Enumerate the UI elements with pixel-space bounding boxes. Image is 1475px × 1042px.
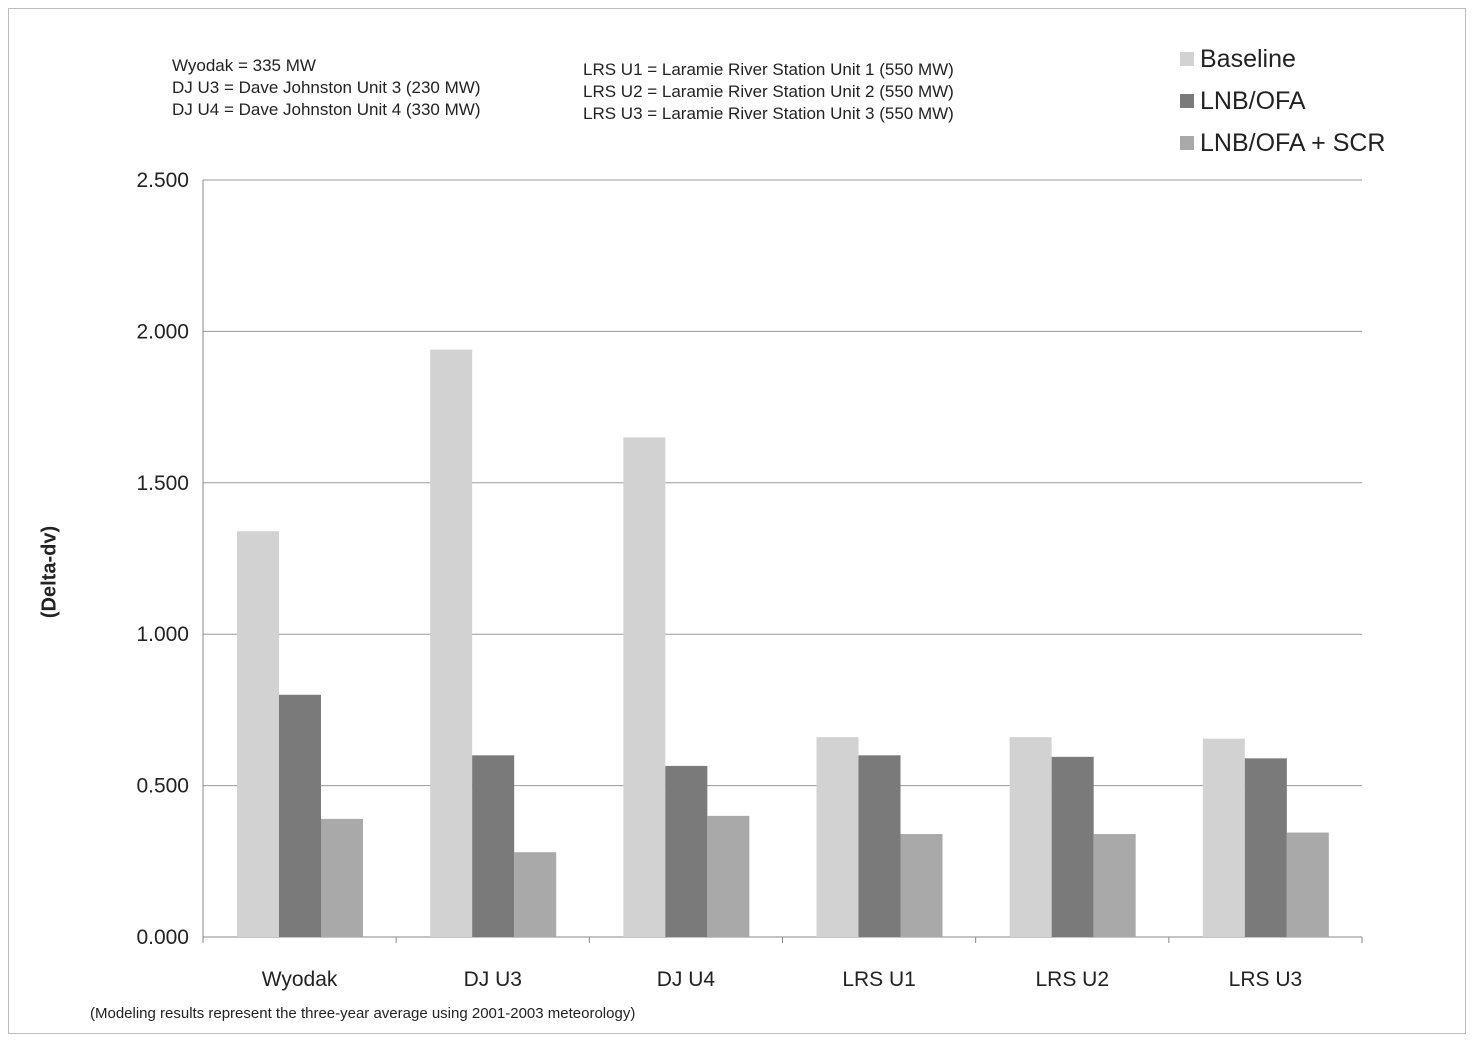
legend-item-lnb-ofa-scr: LNB/OFA + SCR xyxy=(1180,122,1386,164)
x-tick-label-0: Wyodak xyxy=(262,968,338,991)
x-tick-label-3: LRS U1 xyxy=(842,968,916,991)
bar-lrs-u2-lnb-ofa xyxy=(1051,756,1094,937)
bar-dj-u3-lnb-ofa-scr xyxy=(514,852,557,937)
bar-lrs-u2-baseline xyxy=(1009,737,1052,937)
y-tick-label-0: 0.000 xyxy=(136,926,189,949)
bar-dj-u3-baseline xyxy=(430,349,473,937)
y-tick-label-3: 1.500 xyxy=(136,472,189,495)
note-dj-u3: DJ U3 = Dave Johnston Unit 3 (230 MW) xyxy=(172,78,481,97)
bar-lrs-u1-baseline xyxy=(816,737,859,937)
bar-wyodak-lnb-ofa-scr xyxy=(321,818,363,937)
bar-dj-u3-lnb-ofa xyxy=(472,755,515,937)
legend-label-lnb-ofa-scr: LNB/OFA + SCR xyxy=(1200,128,1386,157)
bar-dj-u4-lnb-ofa-scr xyxy=(707,815,750,937)
legend-label-baseline: Baseline xyxy=(1200,44,1296,73)
y-tick-label-2: 1.000 xyxy=(136,623,189,646)
bar-dj-u4-baseline xyxy=(623,437,666,937)
x-tick-label-1: DJ U3 xyxy=(464,968,522,991)
bar-lrs-u3-lnb-ofa-scr xyxy=(1286,832,1329,937)
note-lrs-u2: LRS U2 = Laramie River Station Unit 2 (5… xyxy=(583,82,954,101)
legend-swatch-lnb-ofa-scr xyxy=(1180,136,1194,150)
unit-notes-left: Wyodak = 335 MW DJ U3 = Dave Johnston Un… xyxy=(172,55,480,121)
legend-swatch-lnb-ofa xyxy=(1180,94,1194,108)
legend-swatch-baseline xyxy=(1180,52,1194,66)
chart-frame xyxy=(8,8,1466,1034)
bar-wyodak-lnb-ofa xyxy=(279,694,321,937)
x-tick-label-5: LRS U3 xyxy=(1229,968,1303,991)
bar-dj-u4-lnb-ofa xyxy=(665,765,708,937)
y-tick-label-4: 2.000 xyxy=(136,320,189,343)
legend-label-lnb-ofa: LNB/OFA xyxy=(1200,86,1306,115)
bar-lrs-u1-lnb-ofa xyxy=(858,755,901,937)
bar-lrs-u2-lnb-ofa-scr xyxy=(1093,834,1136,937)
bar-lrs-u3-lnb-ofa xyxy=(1244,758,1287,937)
unit-notes-right: LRS U1 = Laramie River Station Unit 1 (5… xyxy=(583,59,954,125)
legend-item-lnb-ofa: LNB/OFA xyxy=(1180,80,1386,122)
x-tick-label-2: DJ U4 xyxy=(657,968,716,991)
x-tick-label-4: LRS U2 xyxy=(1035,968,1109,991)
bar-lrs-u1-lnb-ofa-scr xyxy=(900,834,943,937)
note-wyodak: Wyodak = 335 MW xyxy=(172,56,316,75)
bar-wyodak-baseline xyxy=(237,531,279,937)
legend: Baseline LNB/OFA LNB/OFA + SCR xyxy=(1180,38,1386,164)
note-dj-u4: DJ U4 = Dave Johnston Unit 4 (330 MW) xyxy=(172,100,481,119)
footnote: (Modeling results represent the three-ye… xyxy=(90,1005,636,1022)
legend-item-baseline: Baseline xyxy=(1180,38,1386,80)
note-lrs-u1: LRS U1 = Laramie River Station Unit 1 (5… xyxy=(583,60,954,79)
bar-lrs-u3-baseline xyxy=(1202,738,1245,937)
y-tick-label-5: 2.500 xyxy=(136,169,189,192)
note-lrs-u3: LRS U3 = Laramie River Station Unit 3 (5… xyxy=(583,104,954,123)
y-tick-label-1: 0.500 xyxy=(136,775,189,798)
